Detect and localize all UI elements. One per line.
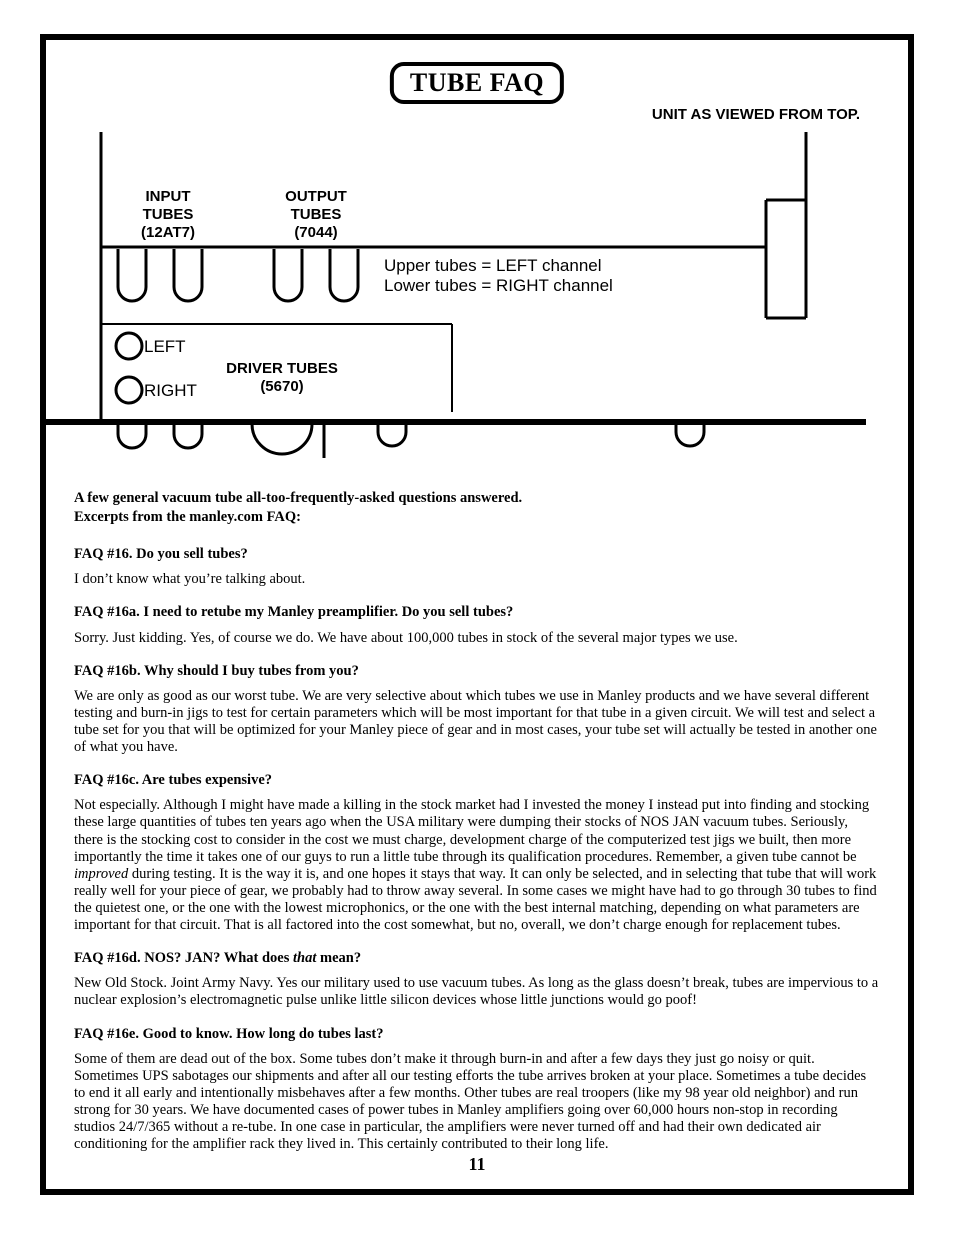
intro-line-2: Excerpts from the manley.com FAQ: — [74, 509, 880, 526]
tube-diagram: INPUT TUBES (12AT7) OUTPUT TUBES (7044) … — [46, 132, 908, 472]
faq-content: A few general vacuum tube all-too-freque… — [74, 490, 880, 1163]
output-tubes-l3: (7044) — [294, 224, 337, 241]
faq-a-16: I don’t know what you’re talking about. — [74, 571, 880, 588]
output-tubes-l2: TUBES — [291, 206, 342, 223]
faq-a-16e: Some of them are dead out of the box. So… — [74, 1051, 880, 1154]
right-label: RIGHT — [144, 381, 197, 401]
output-tubes-l1: OUTPUT — [285, 188, 347, 205]
unit-viewed-label: UNIT AS VIEWED FROM TOP. — [652, 106, 860, 123]
left-label: LEFT — [144, 337, 186, 357]
intro-line-1: A few general vacuum tube all-too-freque… — [74, 490, 880, 507]
faq-a-16c: Not especially. Although I might have ma… — [74, 797, 880, 934]
faq-a-16b: We are only as good as our worst tube. W… — [74, 688, 880, 756]
driver-tubes-l2: (5670) — [260, 378, 303, 395]
page-title: TUBE FAQ — [390, 62, 564, 104]
faq-q-16d: FAQ #16d. NOS? JAN? What does that mean? — [74, 950, 880, 967]
upper-channel-label: Upper tubes = LEFT channel — [384, 256, 602, 275]
input-tubes-l1: INPUT — [146, 188, 191, 205]
page-number: 11 — [46, 1154, 908, 1175]
faq-a-16a: Sorry. Just kidding. Yes, of course we d… — [74, 630, 880, 647]
faq-q-16a: FAQ #16a. I need to retube my Manley pre… — [74, 604, 880, 621]
faq-q-16b: FAQ #16b. Why should I buy tubes from yo… — [74, 663, 880, 680]
input-tubes-l2: TUBES — [143, 206, 194, 223]
lower-channel-label: Lower tubes = RIGHT channel — [384, 276, 613, 295]
page: TUBE FAQ UNIT AS VIEWED FROM TOP. — [0, 0, 954, 1235]
faq-a-16d: New Old Stock. Joint Army Navy. Yes our … — [74, 975, 880, 1009]
driver-tubes-l1: DRIVER TUBES — [226, 360, 338, 377]
faq-q-16c: FAQ #16c. Are tubes expensive? — [74, 772, 880, 789]
page-border: TUBE FAQ UNIT AS VIEWED FROM TOP. — [40, 34, 914, 1195]
input-tubes-l3: (12AT7) — [141, 224, 195, 241]
faq-q-16e: FAQ #16e. Good to know. How long do tube… — [74, 1026, 880, 1043]
faq-q-16: FAQ #16. Do you sell tubes? — [74, 546, 880, 563]
